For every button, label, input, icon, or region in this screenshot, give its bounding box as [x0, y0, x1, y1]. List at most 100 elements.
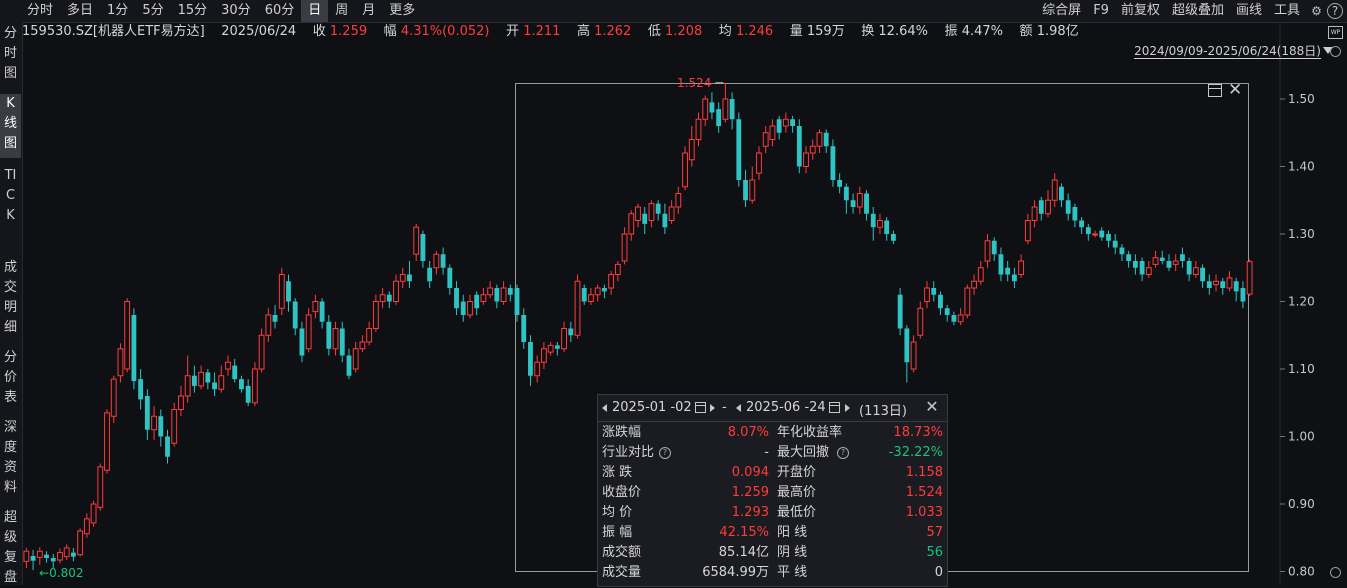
prev-end-icon[interactable]	[736, 404, 741, 412]
help-icon[interactable]: ?	[837, 447, 849, 459]
candle-body	[454, 288, 459, 309]
stat-row: 收盘价 1.259 最高价 1.524	[598, 483, 947, 503]
change-value: 4.31%(0.052)	[400, 24, 490, 39]
candle-body	[239, 379, 244, 390]
stat-value: 57	[926, 525, 943, 540]
candle-body	[460, 301, 466, 315]
wp-icon[interactable]: WP	[1328, 26, 1343, 39]
candle-body	[931, 288, 937, 295]
amplitude-value: 4.47%	[961, 24, 1003, 39]
candle-body	[198, 371, 205, 387]
tool-menu-item[interactable]: 超级叠加	[1171, 3, 1224, 18]
question-icon[interactable]: ?	[1327, 3, 1343, 19]
tool-menu-item[interactable]: 前复权	[1120, 3, 1160, 18]
candle-body	[984, 240, 991, 262]
close-selection-icon[interactable]: ✕	[1228, 80, 1243, 100]
candle-body	[407, 274, 412, 282]
view-tab-label: 超级复盘	[4, 510, 18, 585]
candle-body	[823, 132, 829, 147]
open-label: 开	[506, 24, 520, 39]
candle-body	[864, 193, 869, 214]
window-icon[interactable]	[1208, 84, 1222, 97]
candle-body	[1139, 261, 1145, 275]
period-tab[interactable]: 更多	[389, 3, 416, 18]
candle-body	[278, 274, 285, 309]
period-tab[interactable]: 1分	[107, 3, 129, 18]
period-tab[interactable]: 15分	[177, 3, 208, 18]
candle-body	[769, 125, 776, 140]
candle-body	[386, 294, 392, 302]
start-date-field[interactable]: 2025-01 -02	[612, 400, 692, 415]
candle-body	[843, 186, 849, 201]
help-icon[interactable]: ?	[659, 447, 671, 459]
tool-menu-item[interactable]: 画线	[1235, 3, 1262, 18]
period-tab[interactable]: 30分	[221, 3, 251, 18]
calendar-icon[interactable]	[695, 402, 706, 413]
candle-body	[1220, 281, 1226, 288]
candle-body	[904, 328, 910, 363]
candle-body	[816, 132, 823, 147]
y-tick-label: 0.80	[1288, 565, 1315, 579]
scroll-up-icon[interactable]	[1330, 46, 1341, 57]
candle-body	[57, 552, 63, 561]
candle-body	[1246, 261, 1253, 295]
candle-body	[131, 315, 137, 382]
view-tab[interactable]: 深度资料	[0, 418, 21, 500]
candle-body	[688, 139, 695, 161]
scroll-down-icon[interactable]	[1330, 567, 1341, 578]
end-date-field[interactable]: 2025-06 -24	[746, 400, 826, 415]
low-value: 1.208	[665, 24, 703, 39]
period-tab[interactable]: 5分	[142, 3, 164, 18]
period-tab[interactable]: 周	[335, 3, 349, 18]
gear-icon[interactable]: ⚙	[1311, 4, 1322, 18]
period-tab[interactable]: 多日	[67, 3, 94, 18]
tool-menu-item[interactable]: 综合屏	[1042, 3, 1082, 18]
candle-body	[1072, 207, 1078, 221]
close-label: 收	[312, 24, 326, 39]
view-tab[interactable]: 分价表	[0, 348, 21, 408]
candle-body	[648, 203, 655, 221]
calendar-icon[interactable]	[829, 402, 840, 413]
stat-label: 阳 线	[777, 525, 808, 540]
period-tab[interactable]: 分时	[27, 3, 54, 18]
period-tab[interactable]: 月	[362, 3, 376, 18]
view-tab[interactable]: K线图	[0, 94, 21, 158]
close-icon[interactable]: ✕	[925, 397, 939, 416]
tool-menu-item[interactable]: F9	[1093, 3, 1109, 18]
next-end-icon[interactable]	[845, 404, 850, 412]
candle-body	[494, 288, 500, 302]
view-tab[interactable]: 超级复盘	[0, 508, 21, 585]
amount-label: 额	[1019, 24, 1033, 39]
amplitude-label: 振	[944, 24, 958, 39]
date-range-selector[interactable]: 2024/09/09-2025/06/24(188日)	[1134, 44, 1321, 59]
stat-value: 85.14亿	[718, 545, 769, 560]
candle-body	[218, 375, 225, 390]
chevron-down-icon[interactable]	[1323, 47, 1333, 54]
view-tab[interactable]: 成交明细	[0, 258, 21, 340]
min-price-label: ←0.802	[39, 566, 83, 580]
next-start-icon[interactable]	[710, 404, 715, 412]
candle-body	[305, 314, 312, 350]
amount-value: 1.98亿	[1036, 24, 1079, 39]
period-tab[interactable]: 日	[301, 0, 329, 22]
prev-start-icon[interactable]	[602, 404, 607, 412]
candle-body	[413, 226, 420, 255]
stat-value: 42.15%	[719, 525, 769, 540]
view-tab[interactable]: 分时图	[0, 24, 21, 84]
candle-body	[427, 267, 433, 282]
stat-row: 涨 跌 0.094 开盘价 1.158	[598, 463, 947, 483]
tool-menu-item[interactable]: 工具	[1273, 3, 1300, 18]
close-value: 1.259	[329, 24, 368, 39]
candle-body	[1031, 206, 1038, 221]
candle-body	[70, 552, 76, 557]
candle-body	[547, 344, 554, 353]
period-tab[interactable]: 60分	[264, 3, 295, 18]
candle-body	[830, 146, 836, 180]
candle-body	[897, 294, 903, 329]
view-tab[interactable]: TICK	[0, 166, 21, 248]
candle-body	[90, 503, 97, 524]
candle-body	[251, 368, 258, 404]
candle-body	[809, 145, 816, 154]
candle-body	[299, 328, 305, 356]
